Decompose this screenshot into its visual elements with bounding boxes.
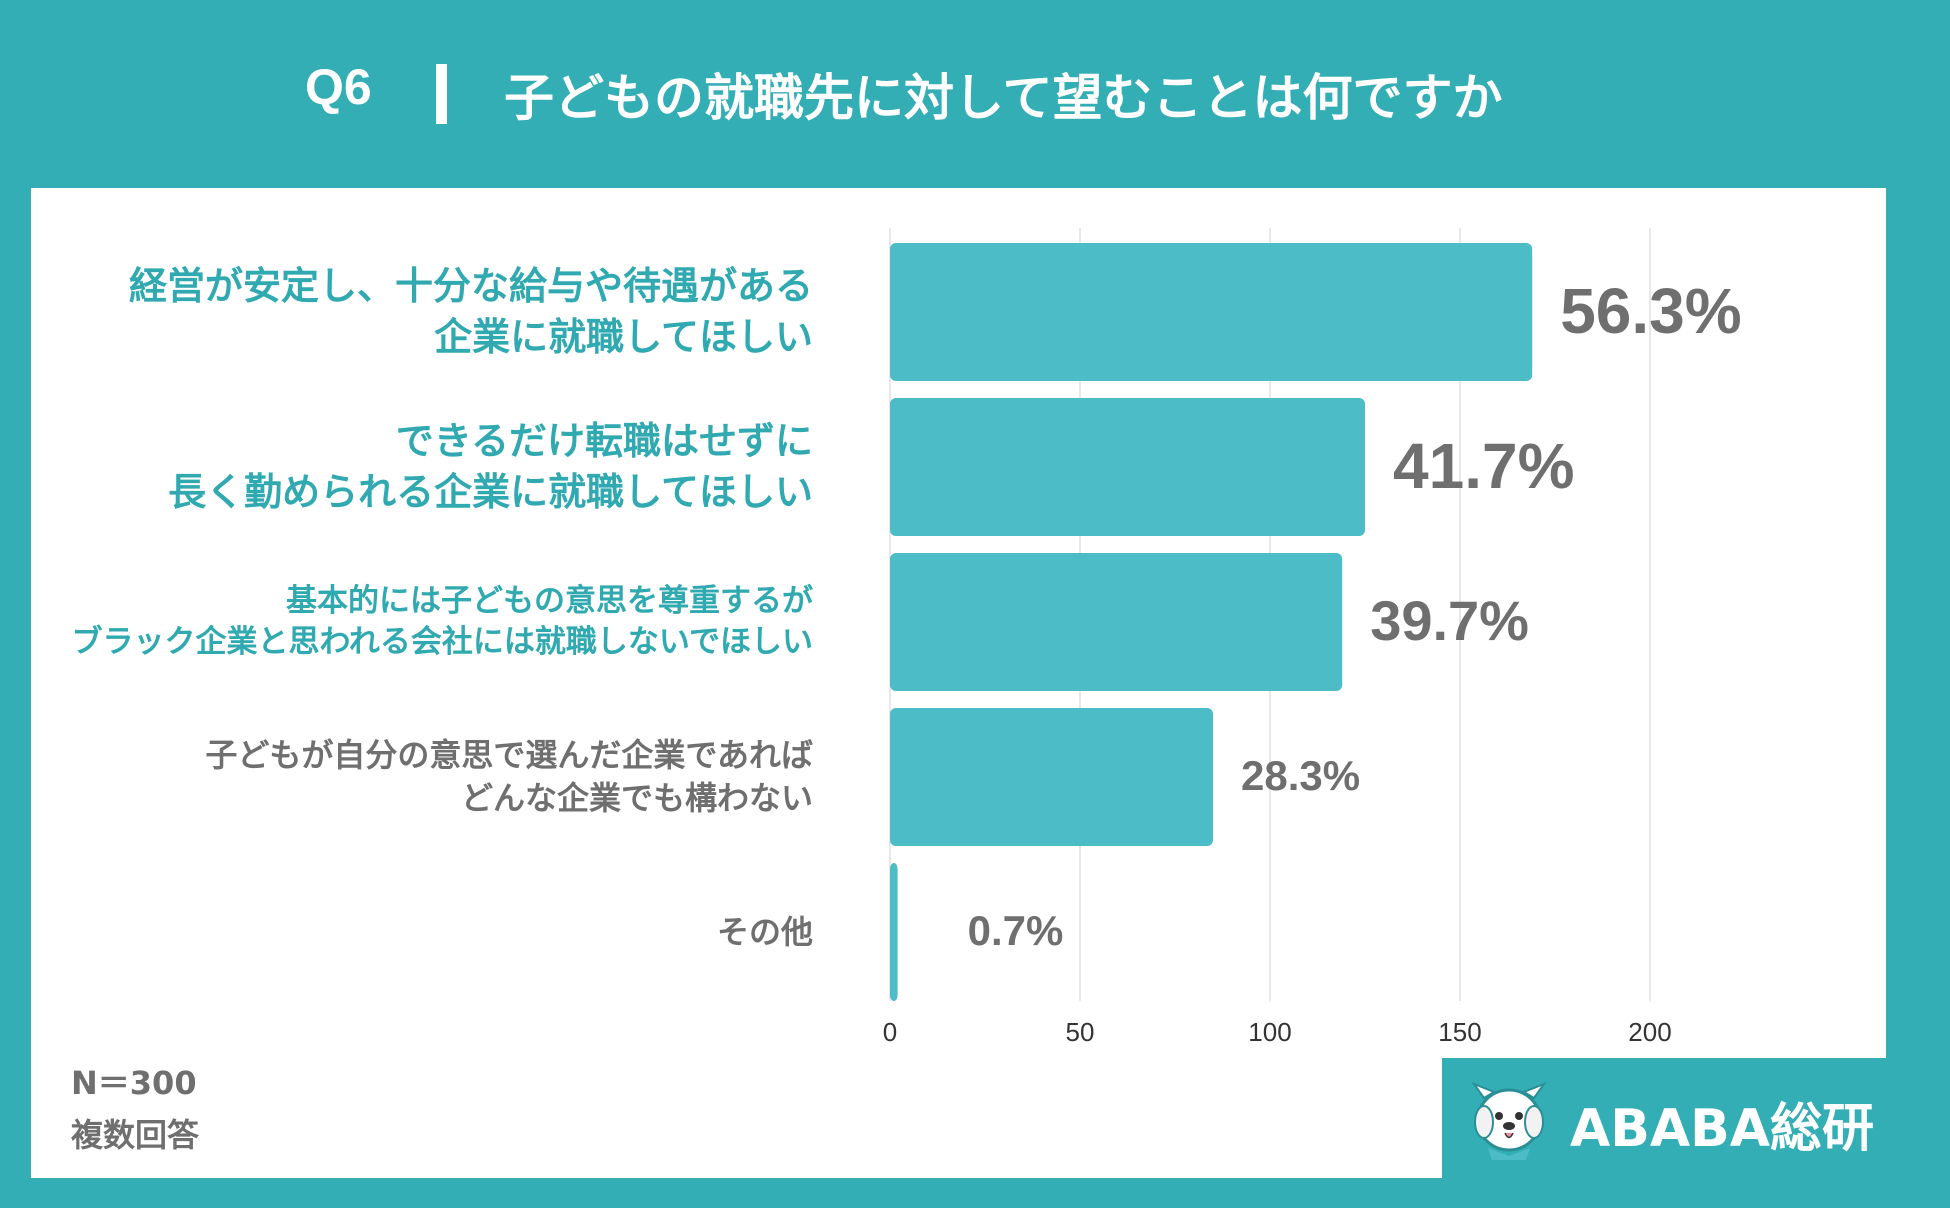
data-label: 28.3%: [1241, 751, 1361, 799]
bar: [890, 398, 1365, 536]
header: Q6 子どもの就職先に対して望むことは何ですか: [0, 0, 1950, 188]
title-separator: [436, 64, 447, 124]
category-label: 基本的には子どもの意思を尊重するが ブラック企業と思われる会社には就職しないでほ…: [71, 582, 813, 660]
data-label: 41.7%: [1393, 429, 1575, 502]
brand-logo: ABABA総研: [1442, 1058, 1920, 1178]
bar: [890, 553, 1343, 691]
dog-mascot-icon: [1471, 1081, 1547, 1160]
bar: [890, 708, 1213, 846]
page-title: 子どもの就職先に対して望むことは何ですか: [504, 69, 1503, 127]
data-label: 39.7%: [1370, 589, 1529, 653]
x-tick-label: 100: [1248, 1017, 1291, 1047]
data-label: 56.3%: [1560, 274, 1742, 347]
sample-size-note: N＝300: [71, 1064, 197, 1102]
data-label: 0.7%: [967, 906, 1064, 954]
category-label: できるだけ転職はせずに 長く勤められる企業に就職してほしい: [168, 419, 813, 514]
bar: [890, 863, 898, 1001]
answer-type-note: 複数回答: [71, 1116, 200, 1154]
question-number: Q6: [305, 59, 372, 115]
chart-panel: 0 50 100 150 200 56.3% 経営が安定し、十分な給与や待遇がある 企業に…: [31, 188, 1886, 1178]
x-tick-label: 0: [883, 1017, 897, 1047]
bar-chart: 0 50 100 150 200: [883, 228, 1672, 1047]
x-tick-label: 150: [1438, 1017, 1481, 1047]
category-label: 経営が安定し、十分な給与や待遇がある 企業に就職してほしい: [128, 264, 813, 359]
x-tick-label: 50: [1066, 1017, 1095, 1047]
brand-name: ABABA総研: [1570, 1099, 1875, 1159]
category-label: その他: [716, 912, 813, 951]
bar: [890, 243, 1533, 381]
x-tick-label: 200: [1628, 1017, 1671, 1047]
category-label: 子どもが自分の意思で選んだ企業であれば どんな企業でも構わない: [205, 736, 813, 817]
